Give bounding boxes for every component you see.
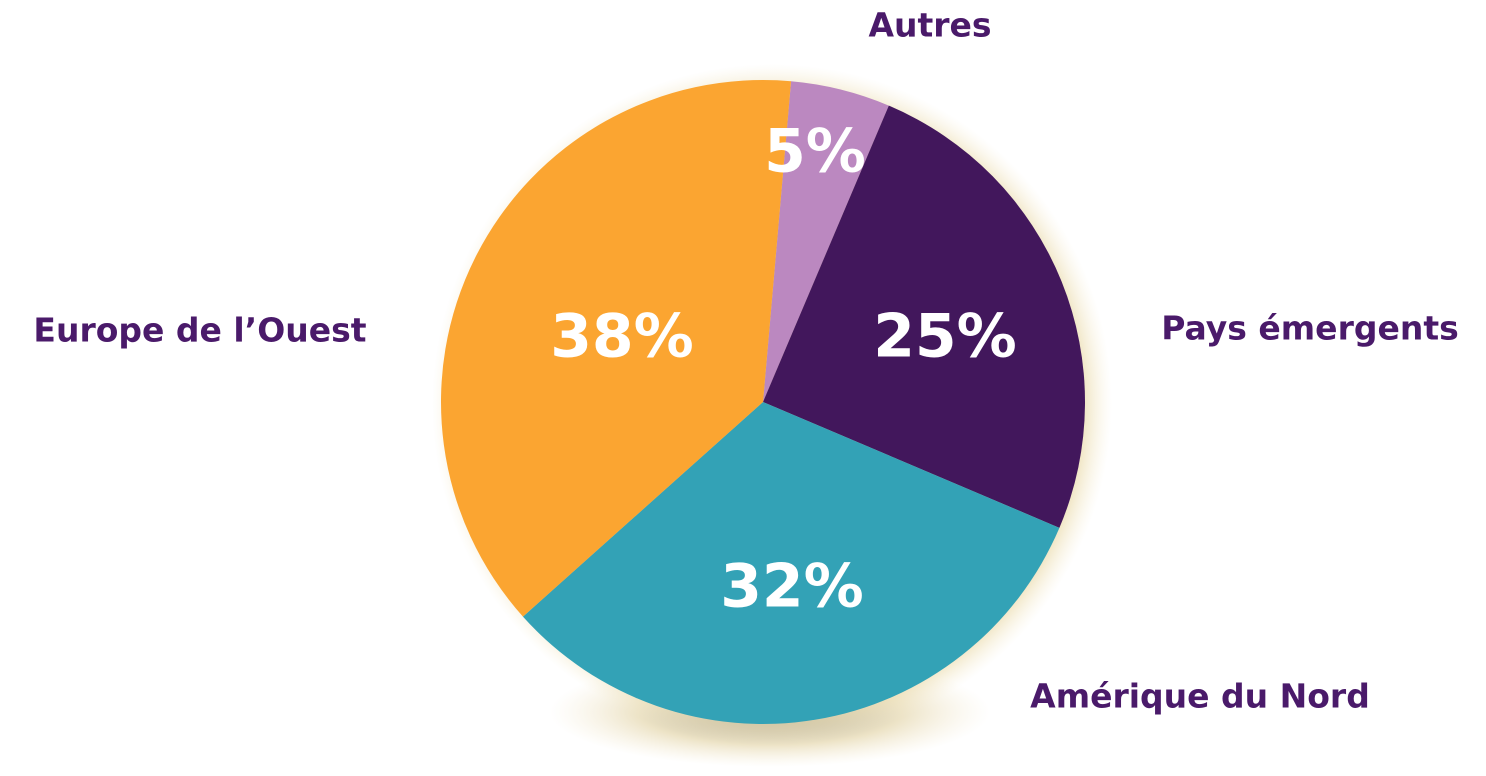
category-label: Amérique du Nord <box>1030 677 1370 716</box>
category-label: Autres <box>868 6 991 45</box>
data-label: 32% <box>720 552 864 622</box>
pie-slice <box>763 105 1085 528</box>
category-label: Europe de l’Ouest <box>33 311 366 350</box>
category-label: Pays émergents <box>1161 309 1459 348</box>
pie-slice <box>763 81 889 402</box>
data-label: 38% <box>550 302 694 372</box>
pie-slice <box>441 80 792 617</box>
pie-slice <box>522 402 1060 725</box>
data-label: 5% <box>764 117 866 187</box>
data-label: 25% <box>873 302 1017 372</box>
